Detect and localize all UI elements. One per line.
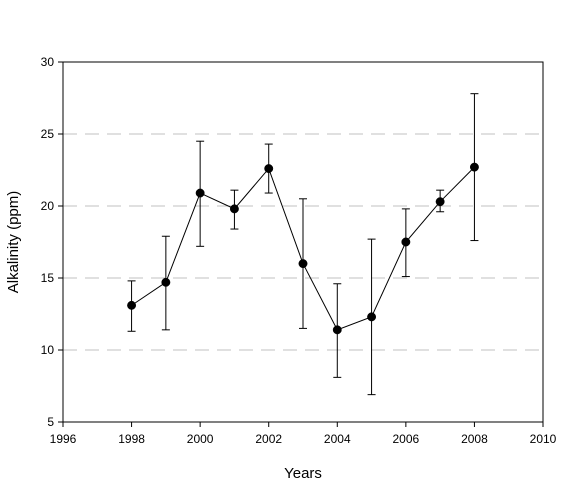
data-point-2001 (229, 204, 239, 214)
tick-labels: 1996 1998 2000 2002 2004 2006 2008 2010 5 10 15 20 2… (41, 55, 557, 446)
data-point-2000 (195, 188, 205, 198)
x-tick-label-2000: 2000 (187, 432, 214, 446)
data-point-2003 (298, 259, 308, 269)
plot-frame (62, 61, 544, 423)
data-points (127, 162, 479, 335)
data-point-2008 (469, 162, 479, 172)
data-point-2006 (401, 237, 411, 247)
x-tick-label-2006: 2006 (393, 432, 420, 446)
data-point-2002 (264, 164, 274, 174)
x-tick-label-2002: 2002 (255, 432, 282, 446)
data-point-2007 (435, 197, 445, 207)
data-point-2004 (332, 325, 342, 335)
y-tick-label-10: 10 (41, 343, 55, 357)
data-point-2005 (367, 312, 377, 322)
data-point-1998 (127, 300, 137, 310)
x-tick-label-2008: 2008 (461, 432, 488, 446)
y-tick-label-30: 30 (41, 55, 55, 69)
y-tick-label-20: 20 (41, 199, 55, 213)
x-tick-label-1996: 1996 (50, 432, 77, 446)
gridlines (63, 133, 543, 351)
x-tick-label-1998: 1998 (118, 432, 145, 446)
x-tick-label-2010: 2010 (530, 432, 557, 446)
x-axis-title: Years (284, 465, 322, 482)
axes (58, 61, 544, 427)
y-axis-title: Alkalinity (ppm) (5, 191, 22, 294)
data-point-1999 (161, 277, 171, 287)
x-tick-label-2004: 2004 (324, 432, 351, 446)
y-tick-label-15: 15 (41, 271, 55, 285)
y-tick-label-5: 5 (47, 415, 54, 429)
y-tick-label-25: 25 (41, 127, 55, 141)
